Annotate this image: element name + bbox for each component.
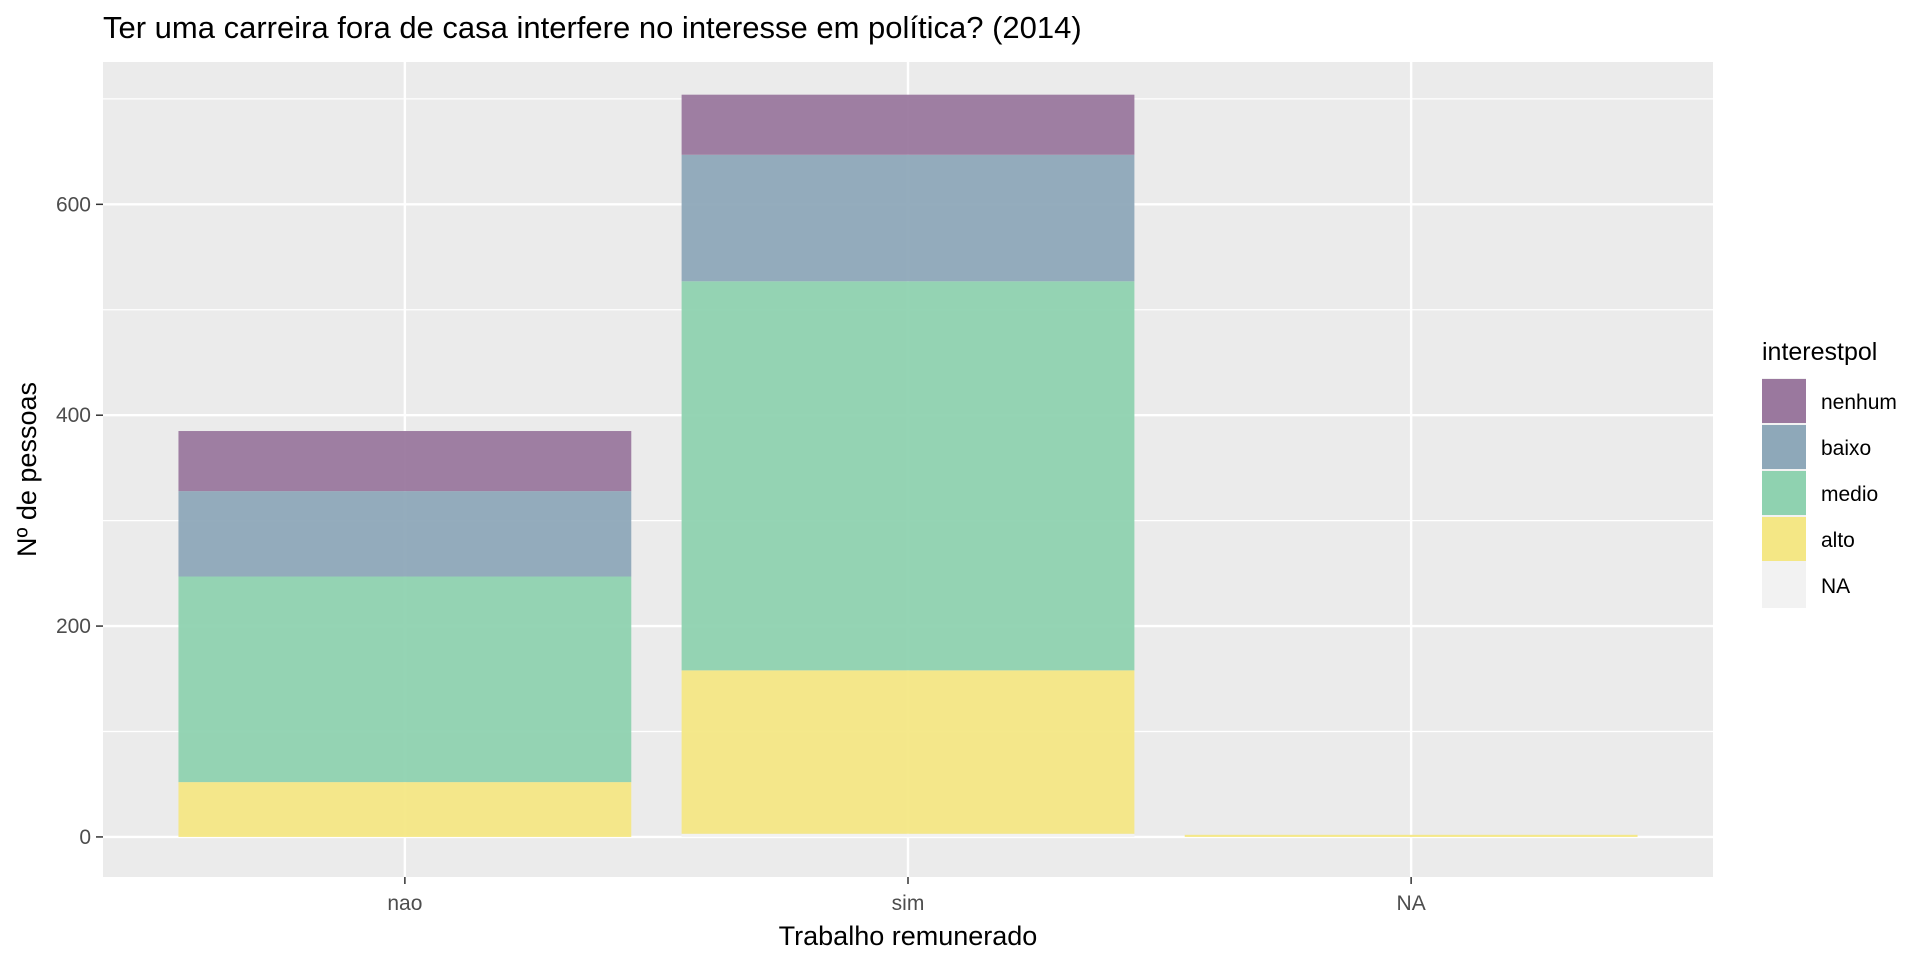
bar-segment-sim-NA bbox=[681, 833, 1135, 837]
x-tick-label: sim bbox=[892, 892, 925, 915]
bar-segment-nao-nenhum bbox=[178, 431, 632, 492]
legend-swatch-baixo bbox=[1762, 425, 1806, 469]
bar-segment-NA-alto bbox=[1184, 834, 1638, 837]
y-axis-title: Nº de pessoas bbox=[12, 382, 42, 557]
bar-segment-sim-alto bbox=[681, 670, 1135, 834]
legend-label-medio: medio bbox=[1821, 483, 1878, 506]
bar-segment-sim-medio bbox=[681, 281, 1135, 671]
chart-title: Ter uma carreira fora de casa interfere … bbox=[103, 10, 1082, 45]
bar-segment-nao-alto bbox=[178, 782, 632, 837]
bar-segment-nao-baixo bbox=[178, 491, 632, 577]
x-tick-label: NA bbox=[1397, 892, 1426, 915]
x-axis-title: Trabalho remunerado bbox=[779, 921, 1038, 951]
y-tick-label: 200 bbox=[56, 615, 91, 638]
legend-title: interestpol bbox=[1762, 338, 1877, 366]
legend-label-nenhum: nenhum bbox=[1821, 391, 1897, 414]
legend-swatch-nenhum bbox=[1762, 379, 1806, 423]
legend-swatch-medio bbox=[1762, 471, 1806, 515]
x-tick-label: nao bbox=[387, 892, 422, 915]
bar-segment-sim-baixo bbox=[681, 154, 1135, 282]
legend-label-NA: NA bbox=[1821, 575, 1850, 598]
legend-swatch-NA bbox=[1762, 563, 1806, 607]
legend-label-alto: alto bbox=[1821, 529, 1855, 552]
bar-segment-nao-medio bbox=[178, 576, 632, 783]
legend-swatch-alto bbox=[1762, 517, 1806, 561]
legend-label-baixo: baixo bbox=[1821, 437, 1871, 460]
bar-segment-sim-nenhum bbox=[681, 94, 1135, 155]
y-tick-label: 400 bbox=[56, 404, 91, 427]
y-tick-label: 600 bbox=[56, 193, 91, 216]
y-tick-label: 0 bbox=[79, 826, 91, 849]
